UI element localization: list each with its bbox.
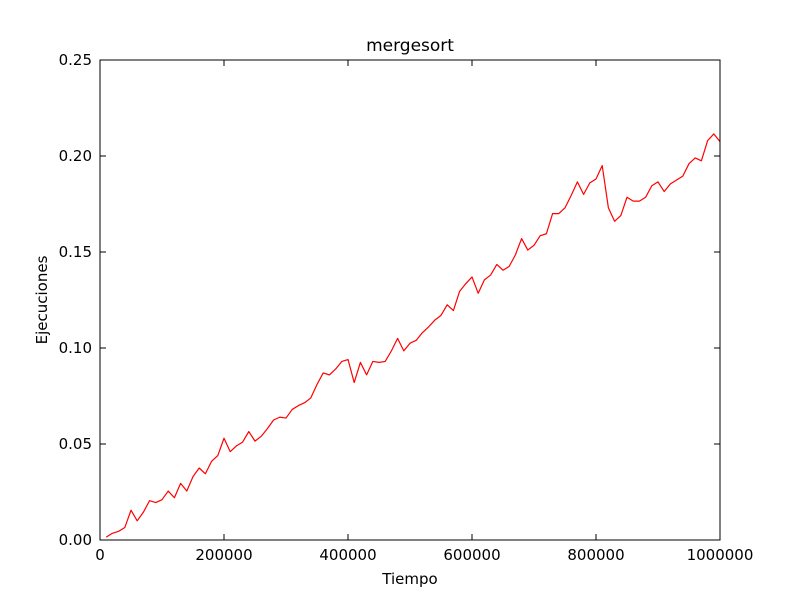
y-axis-label: Ejecuciones bbox=[33, 255, 51, 344]
x-tick-label-4: 800000 bbox=[567, 546, 624, 564]
x-axis: 0 200000 400000 600000 800000 1000000 bbox=[95, 60, 753, 564]
x-axis-label: Tiempo bbox=[381, 570, 437, 588]
x-tick-label-2: 400000 bbox=[319, 546, 376, 564]
y-tick-label-2: 0.10 bbox=[59, 339, 92, 357]
x-tick-label-3: 600000 bbox=[443, 546, 500, 564]
y-tick-label-1: 0.05 bbox=[59, 435, 92, 453]
plot-series-layer bbox=[105, 133, 721, 538]
x-tick-label-0: 0 bbox=[95, 546, 105, 564]
y-axis: 0.00 0.05 0.10 0.15 0.20 0.25 bbox=[59, 51, 720, 549]
plot-frame bbox=[99, 59, 721, 541]
y-tick-label-5: 0.25 bbox=[59, 51, 92, 69]
y-tick-label-3: 0.15 bbox=[59, 243, 92, 261]
y-tick-label-4: 0.20 bbox=[59, 147, 92, 165]
chart-title: mergesort bbox=[366, 36, 454, 56]
y-tick-label-0: 0.00 bbox=[59, 531, 92, 549]
x-tick-label-5: 1000000 bbox=[687, 546, 754, 564]
x-tick-label-1: 200000 bbox=[195, 546, 252, 564]
series-line-0 bbox=[105, 133, 721, 538]
